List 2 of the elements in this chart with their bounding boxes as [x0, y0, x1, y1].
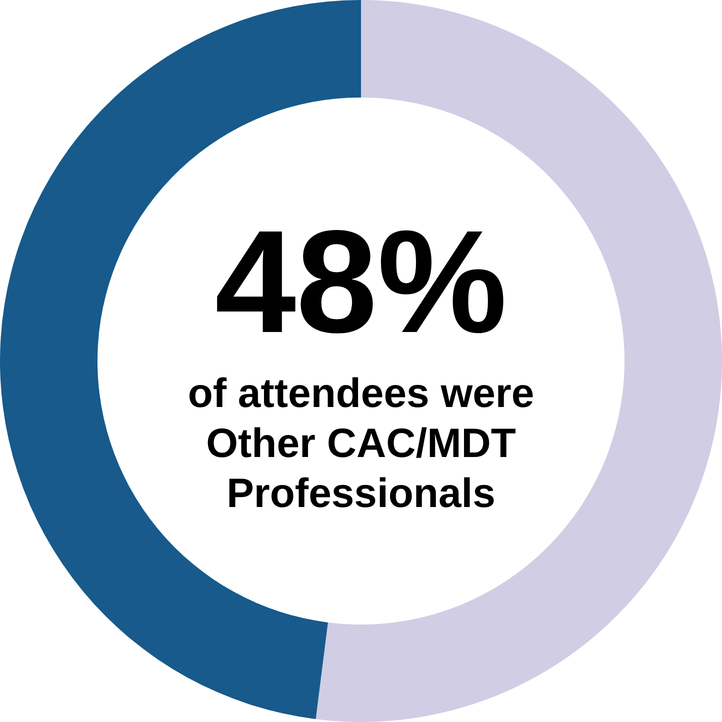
data-label: 48%	[214, 200, 508, 363]
text: of attendees were Other CAC/MDT Professionals	[188, 370, 534, 516]
